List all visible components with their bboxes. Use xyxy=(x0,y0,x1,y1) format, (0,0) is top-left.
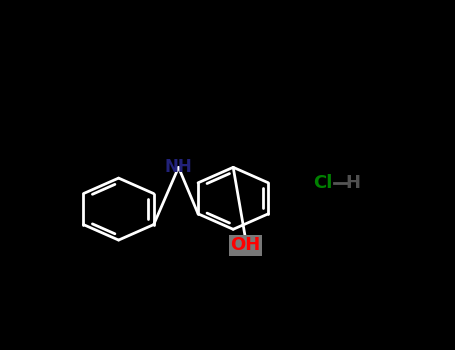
Text: Cl: Cl xyxy=(313,175,333,193)
Text: NH: NH xyxy=(165,158,192,176)
Text: OH: OH xyxy=(230,237,261,254)
Text: H: H xyxy=(346,175,360,193)
